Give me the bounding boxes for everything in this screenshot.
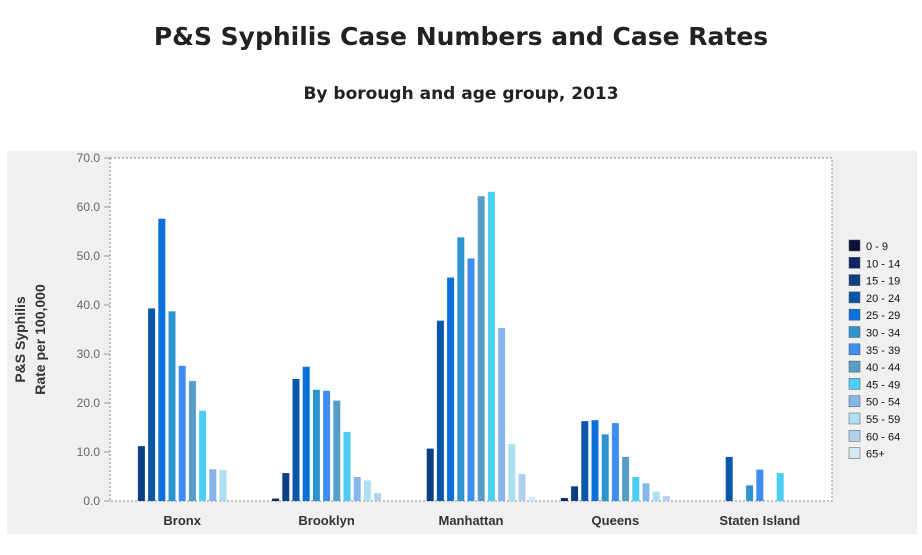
legend-label: 60 - 64 bbox=[866, 431, 900, 443]
y-tick-label: 30.0 bbox=[77, 347, 101, 361]
x-axis: Bronx Brooklyn Manhattan Queens Staten Islan… bbox=[163, 513, 800, 528]
bar-bronx-4 bbox=[148, 308, 156, 501]
chart-subtitle: By borough and age group, 2013 bbox=[303, 84, 619, 104]
y-axis-label-line: Rate per 100,000 bbox=[32, 284, 48, 395]
bar-brooklyn-12 bbox=[374, 493, 382, 501]
x-category-label: Queens bbox=[592, 513, 640, 528]
bar-brooklyn-6 bbox=[312, 389, 320, 501]
chart-panel: P&S Syphilis Rate per 100,000 0.0 10.0 20.0… bbox=[7, 151, 917, 534]
legend-swatch bbox=[848, 360, 861, 373]
legend-label: 65+ bbox=[866, 449, 885, 461]
bar-manhattan-8 bbox=[477, 196, 485, 501]
bar-staten-island-7 bbox=[756, 469, 764, 501]
bar-bronx-6 bbox=[168, 311, 176, 501]
bar-staten-island-6 bbox=[746, 485, 754, 501]
legend-swatch bbox=[848, 291, 861, 304]
legend-label: 10 - 14 bbox=[866, 258, 900, 270]
legend-label: 35 - 39 bbox=[866, 345, 900, 357]
bar-manhattan-9 bbox=[487, 191, 495, 501]
y-tick-label: 40.0 bbox=[77, 298, 101, 312]
bar-bronx-7 bbox=[178, 365, 186, 501]
bar-brooklyn-3 bbox=[282, 473, 290, 501]
y-tick-label: 70.0 bbox=[77, 151, 101, 165]
x-category-label: Bronx bbox=[163, 513, 201, 528]
legend-swatch bbox=[848, 412, 861, 425]
y-tick-label: 50.0 bbox=[77, 249, 101, 263]
legend-swatch bbox=[848, 274, 861, 286]
bar-manhattan-10 bbox=[498, 328, 506, 501]
bar-brooklyn-2 bbox=[272, 498, 280, 501]
bar-brooklyn-5 bbox=[302, 366, 310, 501]
legend-label: 45 - 49 bbox=[866, 379, 900, 391]
legend-label: 40 - 44 bbox=[866, 362, 900, 374]
legend-swatch bbox=[848, 239, 861, 252]
legend-label: 30 - 34 bbox=[866, 328, 900, 340]
bar-queens-5 bbox=[591, 420, 599, 501]
legend-swatch bbox=[848, 378, 861, 390]
bar-brooklyn-9 bbox=[343, 431, 351, 501]
bar-queens-11 bbox=[652, 491, 660, 501]
y-tick-label: 20.0 bbox=[77, 396, 101, 410]
x-category-label: Brooklyn bbox=[298, 513, 354, 528]
bar-queens-10 bbox=[642, 483, 650, 501]
bar-manhattan-5 bbox=[447, 277, 455, 501]
legend-label: 55 - 59 bbox=[866, 414, 900, 426]
bar-manhattan-4 bbox=[436, 320, 444, 501]
y-tick-label: 60.0 bbox=[77, 200, 101, 214]
legend-swatch bbox=[848, 395, 861, 407]
legend-label: 20 - 24 bbox=[866, 293, 900, 305]
bar-brooklyn-10 bbox=[353, 476, 361, 501]
legend-swatch bbox=[848, 326, 861, 338]
legend-swatch bbox=[848, 447, 861, 459]
y-tick-label: 0.0 bbox=[83, 494, 100, 508]
bar-brooklyn-4 bbox=[292, 378, 300, 501]
bar-manhattan-13 bbox=[528, 497, 536, 501]
bar-staten-island-4 bbox=[725, 456, 733, 501]
bar-bronx-5 bbox=[158, 218, 166, 501]
bar-queens-7 bbox=[611, 423, 619, 501]
legend-swatch bbox=[848, 257, 861, 269]
legend: 0 - 9 10 - 14 15 - 19 20 - 24 25 - 29 30 - 34… bbox=[848, 239, 900, 461]
legend-label: 0 - 9 bbox=[866, 241, 888, 253]
bar-bronx-10 bbox=[209, 469, 217, 501]
bar-bronx-8 bbox=[188, 380, 196, 501]
bar-chart: P&S Syphilis Rate per 100,000 0.0 10.0 20.0… bbox=[12, 151, 900, 528]
y-axis: 0.0 10.0 20.0 30.0 40.0 50.0 60.0 70.0 bbox=[77, 151, 110, 508]
bar-queens-12 bbox=[662, 496, 670, 501]
legend-swatch bbox=[848, 343, 861, 356]
chart-title: P&S Syphilis Case Numbers and Case Rates bbox=[153, 22, 769, 51]
bar-bronx-9 bbox=[199, 410, 207, 501]
bar-bronx-3 bbox=[137, 446, 145, 501]
x-category-label: Manhattan bbox=[439, 513, 504, 528]
bar-queens-9 bbox=[632, 476, 640, 501]
legend-label: 50 - 54 bbox=[866, 397, 900, 409]
x-category-label: Staten Island bbox=[719, 513, 800, 528]
bar-bronx-11 bbox=[219, 470, 227, 501]
bar-brooklyn-11 bbox=[363, 480, 371, 501]
legend-label: 25 - 29 bbox=[866, 310, 900, 322]
bar-queens-8 bbox=[622, 456, 630, 501]
bar-brooklyn-7 bbox=[323, 390, 331, 501]
bar-queens-4 bbox=[581, 421, 589, 501]
bar-brooklyn-8 bbox=[333, 400, 341, 501]
y-tick-label: 10.0 bbox=[77, 445, 101, 459]
bar-queens-2 bbox=[560, 498, 568, 501]
legend-swatch bbox=[848, 308, 861, 321]
legend-label: 15 - 19 bbox=[866, 276, 900, 288]
bar-staten-island-9 bbox=[776, 473, 784, 501]
y-axis-label: P&S Syphilis Rate per 100,000 bbox=[12, 284, 48, 395]
bar-manhattan-11 bbox=[508, 444, 516, 501]
bar-manhattan-3 bbox=[426, 448, 434, 501]
bars-group bbox=[137, 191, 784, 501]
legend-swatch bbox=[848, 430, 861, 442]
bar-manhattan-7 bbox=[467, 258, 475, 501]
bar-queens-3 bbox=[571, 486, 579, 501]
bar-queens-6 bbox=[601, 434, 609, 501]
y-axis-label-line: P&S Syphilis bbox=[12, 296, 28, 383]
bar-manhattan-12 bbox=[518, 474, 526, 501]
bar-manhattan-6 bbox=[457, 237, 465, 501]
